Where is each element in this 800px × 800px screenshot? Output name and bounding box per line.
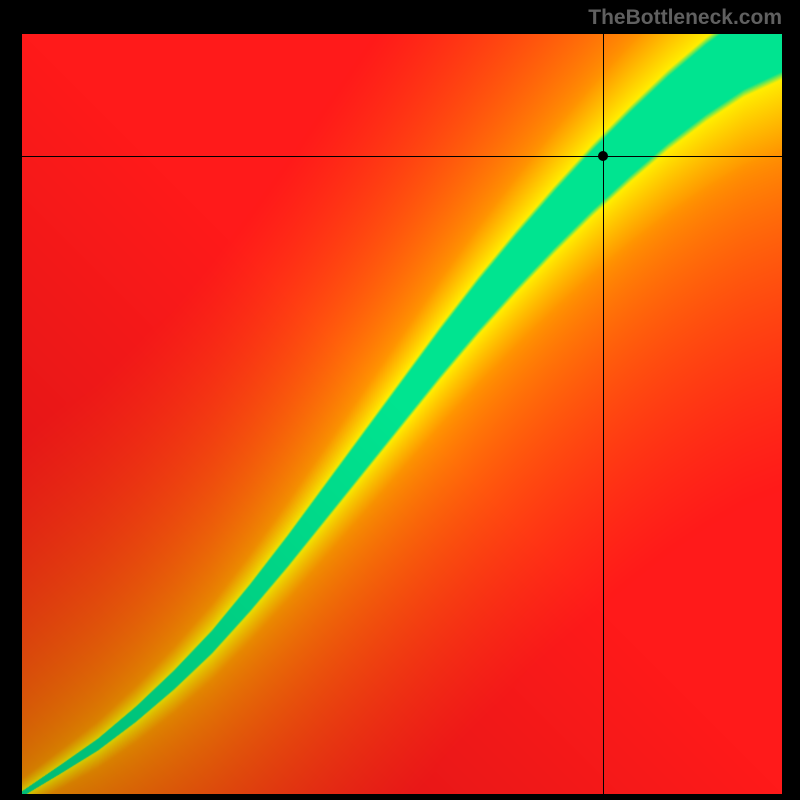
- selection-marker: [598, 151, 608, 161]
- heatmap-canvas: [22, 34, 782, 794]
- crosshair-vertical: [603, 34, 604, 794]
- crosshair-horizontal: [22, 156, 782, 157]
- bottleneck-heatmap: [22, 34, 782, 794]
- watermark-text: TheBottleneck.com: [588, 6, 782, 30]
